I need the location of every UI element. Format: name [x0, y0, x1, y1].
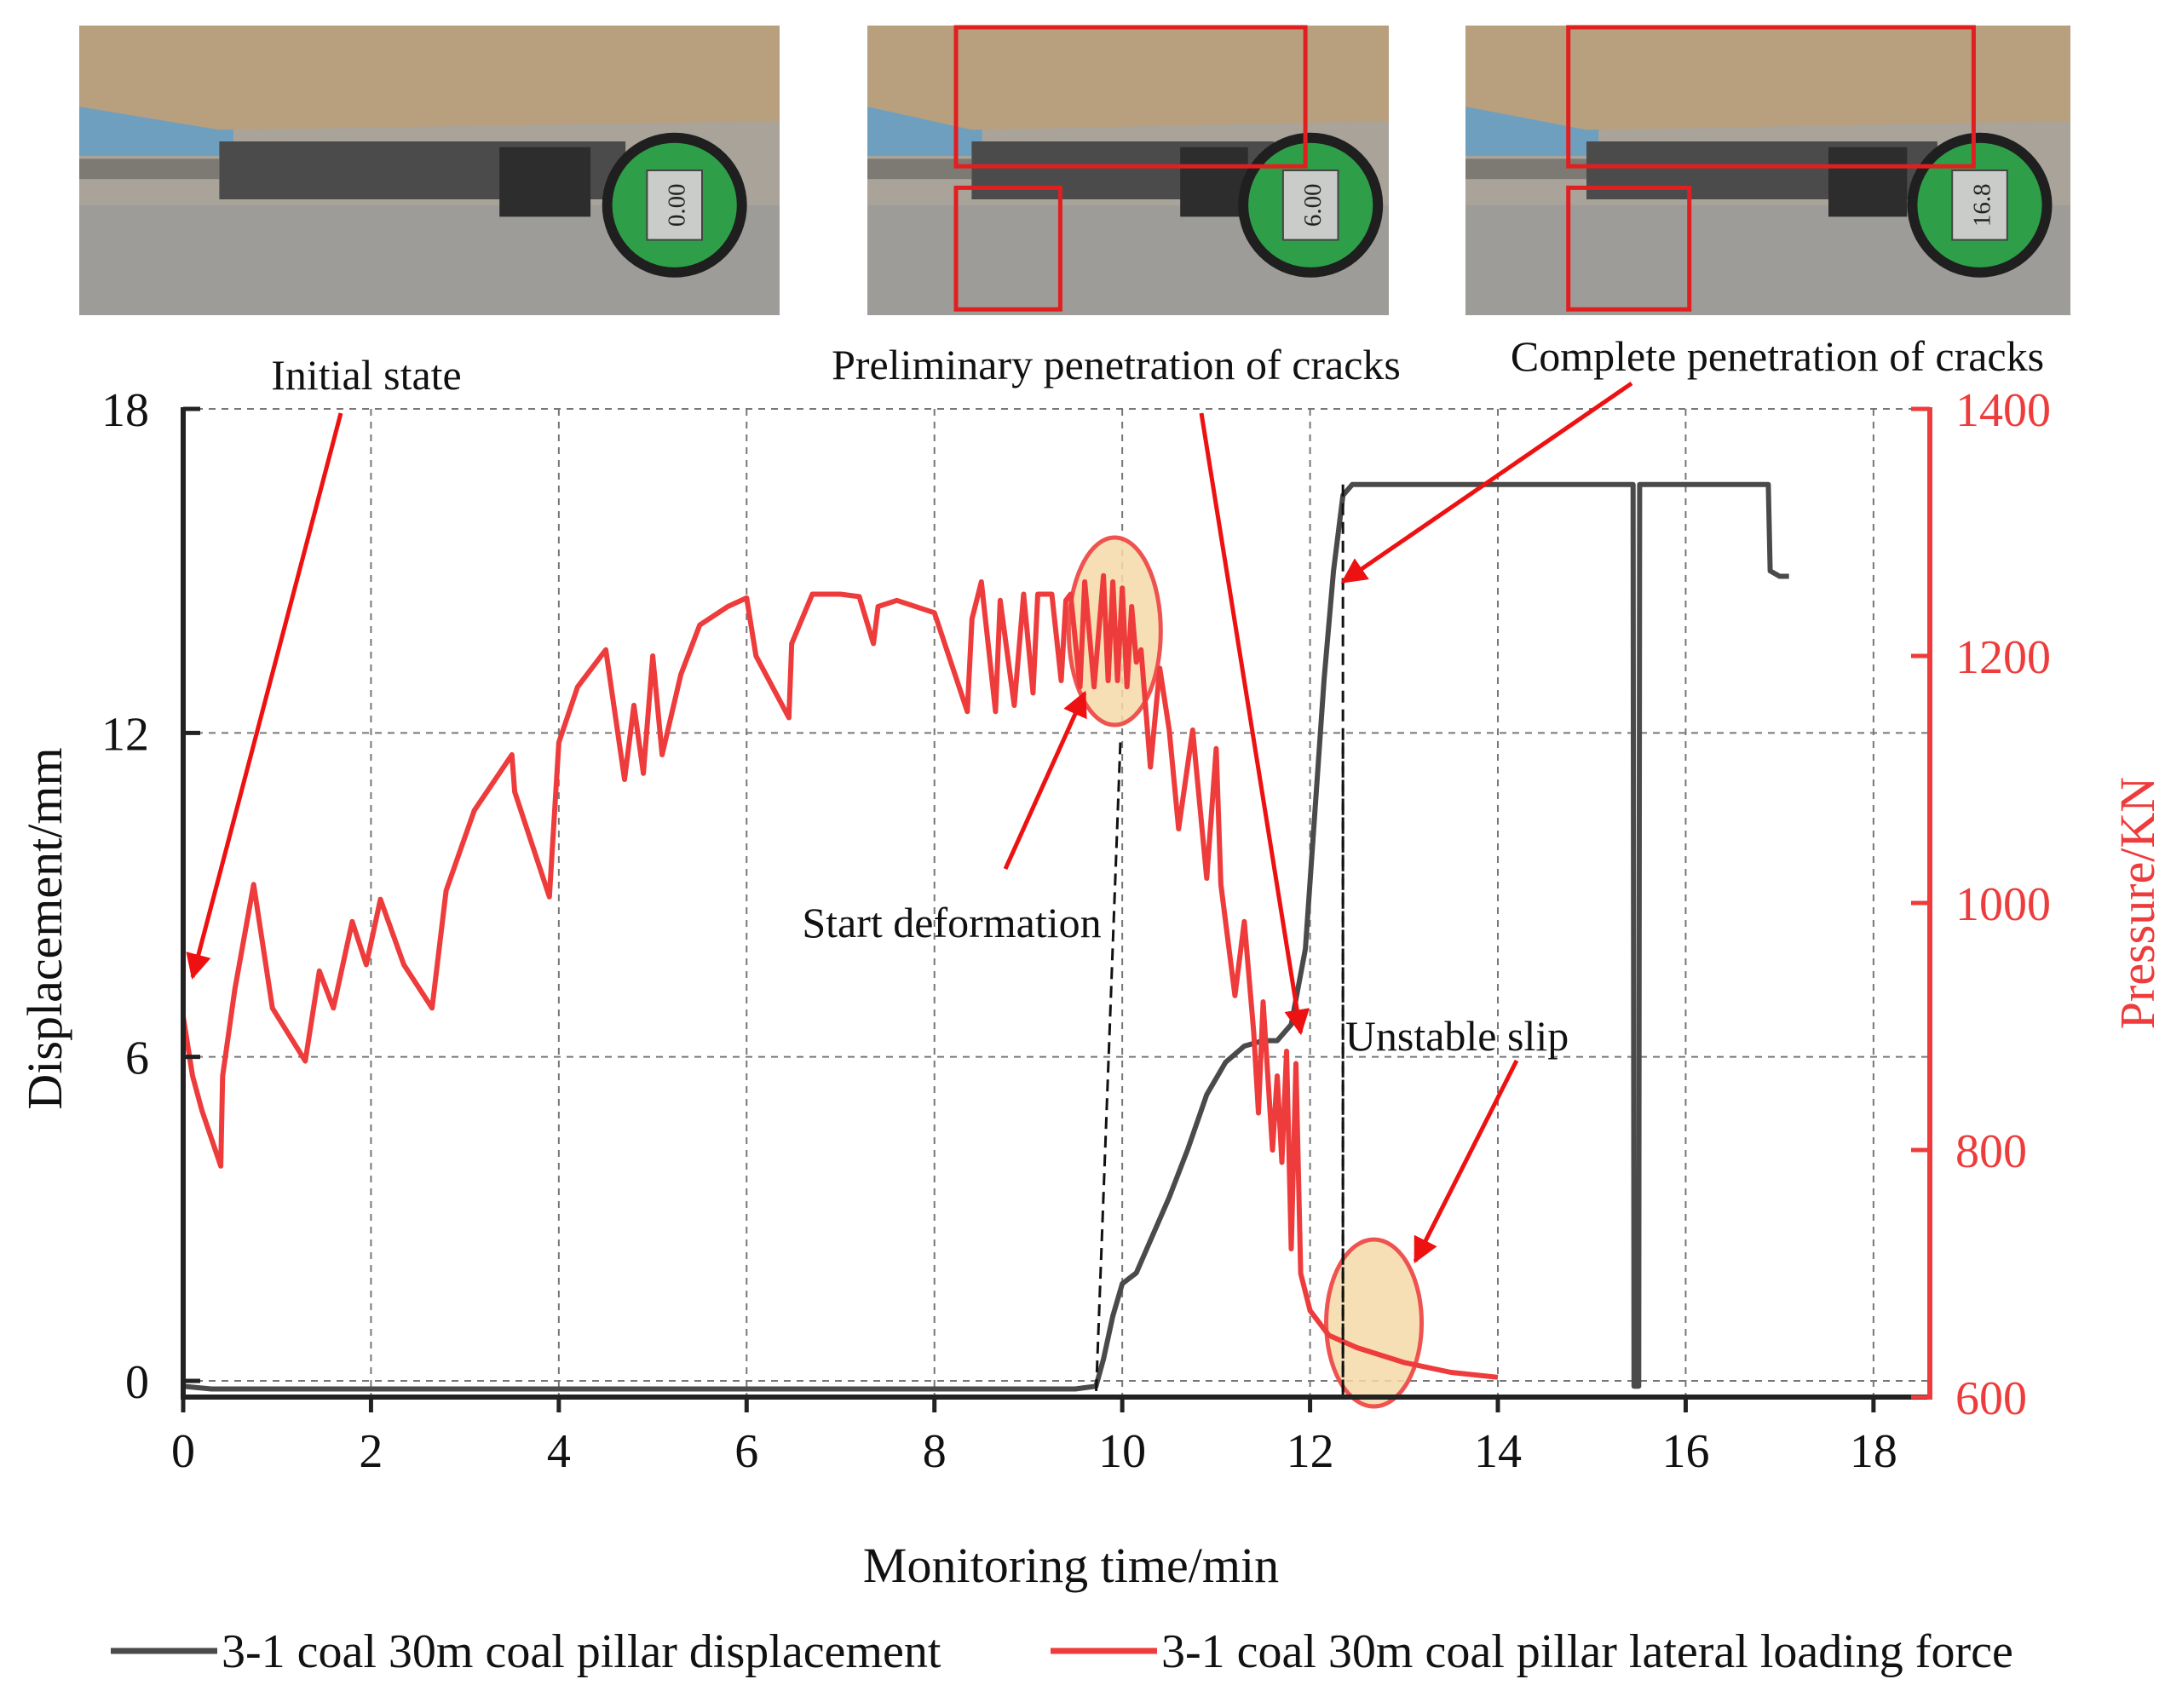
annotation-start-deformation: Start deformation [802, 899, 1101, 946]
arrows [186, 381, 1633, 1264]
arrow-complete-penetration [1340, 381, 1633, 584]
annotation-preliminary-penetration: Preliminary penetration of cracks [832, 341, 1401, 388]
photo-panel-1: 0.00 [79, 26, 780, 315]
y-tick-label: 6 [125, 1032, 149, 1085]
arrow-unstable-slip [1413, 1059, 1519, 1264]
y2-tick-label: 800 [1955, 1125, 2027, 1178]
legend-label-displacement: 3-1 coal 30m coal pillar displacement [222, 1625, 941, 1678]
series-displacement-line [182, 481, 1789, 1392]
series-force-line [181, 572, 1499, 1380]
x-tick-label: 18 [1850, 1425, 1897, 1478]
annotation-complete-penetration: Complete penetration of cracks [1511, 332, 2044, 380]
photo-dial-reading: 16.8 [1968, 184, 1995, 227]
y2-tick-label: 600 [1955, 1372, 2027, 1425]
photo-rail [867, 158, 972, 180]
photo-roof-slab [867, 26, 1389, 130]
y-axis-label: Displacement/mm [17, 747, 72, 1109]
photo-gauge-bracket [1180, 147, 1248, 217]
photo-crack-box-top [953, 25, 1308, 169]
arrow-preliminary-penetration [1199, 412, 1310, 1036]
y2-axis-label: Pressure/KN [2110, 777, 2165, 1029]
x-tick-label: 16 [1661, 1425, 1709, 1478]
x-tick-label: 8 [923, 1425, 947, 1478]
photo-rail [79, 158, 220, 180]
x-axis-label: Monitoring time/min [863, 1538, 1279, 1593]
marker-line-start [1094, 742, 1122, 1398]
photo-dial-display [1951, 170, 2008, 241]
y2-tick-label: 1200 [1955, 631, 2051, 684]
photo-roof-slab [79, 26, 780, 130]
photo-strip: 0.00 6.00 16.8 [79, 25, 2070, 315]
photo-dial-reading: 0.00 [664, 184, 691, 227]
photo-roof-slab [1465, 26, 2070, 130]
x-tick-label: 14 [1474, 1425, 1522, 1478]
photo-dial-display [646, 170, 704, 241]
x-tick-label: 2 [359, 1425, 383, 1478]
y-tick-label: 0 [125, 1356, 149, 1409]
photo-crack-box-top [1566, 25, 1976, 169]
photo-dial-reading: 6.00 [1299, 184, 1327, 227]
photo-rail [1465, 158, 1586, 180]
legend: 3-1 coal 30m coal pillar displacement 3-… [111, 1625, 2013, 1678]
annotation-initial-state: Initial state [271, 351, 462, 399]
y-tick-label: 18 [101, 384, 149, 437]
x-tick-label: 12 [1287, 1425, 1334, 1478]
y2-tick-label: 1000 [1955, 878, 2051, 931]
chart: 0 2 4 6 8 10 12 14 16 18061218600800100012001400 … [17, 332, 2165, 1593]
photo-panel-2: 6.00 [867, 25, 1389, 315]
photo-dial-display [1281, 170, 1339, 241]
x-tick-label: 6 [734, 1425, 758, 1478]
highlight-ellipse-slip [1324, 1237, 1425, 1409]
arrow-initial-state [186, 412, 343, 980]
grid [183, 408, 1930, 1397]
y-tick-label: 12 [101, 708, 149, 761]
y2-tick-label: 1400 [1955, 384, 2051, 437]
photo-gauge-bracket [1828, 147, 1908, 217]
marker-lines [1094, 484, 1344, 1398]
x-tick-label: 4 [547, 1425, 571, 1478]
series-group [181, 481, 1789, 1392]
arrow-start-deformation [1003, 690, 1087, 871]
ticks: 0 2 4 6 8 10 12 14 16 18 0 6 12 18 600 800 1000 1200 1400 [101, 384, 2051, 1478]
annotation-unstable-slip: Unstable slip [1345, 1012, 1569, 1060]
x-tick-label: 0 [171, 1425, 195, 1478]
photo-gauge-bracket [499, 147, 591, 217]
photo-crack-box-bottom [1566, 185, 1692, 312]
x-tick-label: 10 [1098, 1425, 1146, 1478]
legend-label-force: 3-1 coal 30m coal pillar lateral loading… [1161, 1625, 2013, 1678]
photo-crack-box-bottom [953, 185, 1062, 312]
photo-panel-3: 16.8 [1465, 25, 2070, 315]
